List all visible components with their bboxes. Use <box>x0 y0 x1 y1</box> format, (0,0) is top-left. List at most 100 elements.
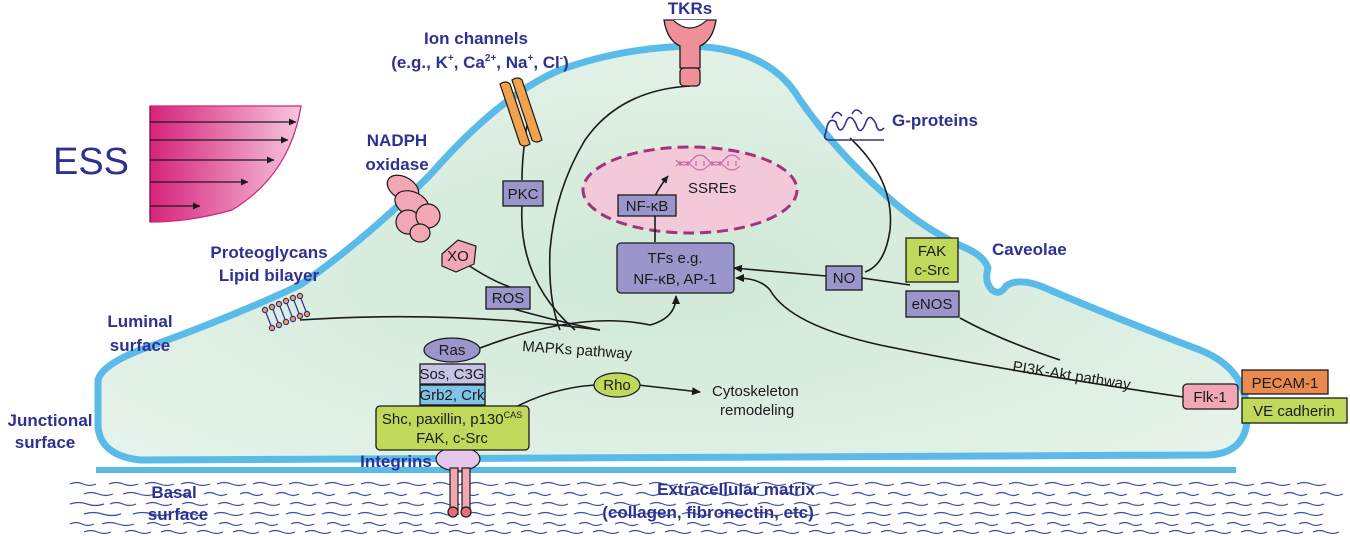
ecm-fiber <box>861 511 892 517</box>
tfs-label-line1: TFs e.g. <box>647 250 702 267</box>
ras-oval: Ras <box>423 337 481 363</box>
ecm-fiber <box>520 529 548 535</box>
ecm-fiber <box>969 511 1000 517</box>
ecm-fiber <box>396 481 427 487</box>
junctional-label-line2: surface <box>15 433 75 452</box>
ecm-fiber <box>1319 491 1344 497</box>
cytoskeleton-label-line2: remodeling <box>720 402 794 419</box>
ecm-fiber <box>83 529 112 535</box>
ecm-fiber <box>145 501 173 507</box>
ecm-fiber <box>592 529 620 535</box>
ecm-fiber <box>501 511 532 517</box>
ecm-fiber <box>645 511 676 517</box>
extracellular-matrix-fibers <box>69 481 1344 535</box>
dna-icon <box>675 154 741 171</box>
ecm-fiber <box>1298 521 1323 527</box>
rho-label: Rho <box>603 377 631 394</box>
ecm-fiber <box>973 501 1001 507</box>
ecm-fiber <box>613 501 641 507</box>
ecm-fiber <box>578 521 603 527</box>
ecm-fiber <box>1149 511 1180 517</box>
ecm-fiber <box>69 521 95 527</box>
ecm-fiber <box>792 481 823 487</box>
ecm-fiber <box>69 501 105 507</box>
nfkb-nuclear-box: NF-κB <box>617 194 677 217</box>
ecm-fiber <box>1262 521 1287 527</box>
ecm-fiber <box>717 511 748 517</box>
ecm-fiber <box>1080 481 1111 487</box>
nadph-oxidase <box>386 174 441 243</box>
ecm-fiber <box>1031 491 1056 497</box>
tfs-label-line2: NF-κB, AP-1 <box>633 271 716 288</box>
ecm-fiber <box>1096 529 1124 535</box>
ecm-fiber <box>1257 511 1288 517</box>
ecm-fiber <box>1024 529 1052 535</box>
ecm-fiber <box>1283 491 1308 497</box>
ecm-fiber <box>671 491 696 497</box>
csrc-label: c-Src <box>915 262 950 279</box>
ecm-fiber <box>865 501 893 507</box>
ecm-fiber <box>1116 481 1147 487</box>
ecm-fiber <box>541 501 569 507</box>
ecm-fiber <box>758 521 783 527</box>
ecm-fiber <box>1060 529 1088 535</box>
ecm-fiber <box>527 491 552 497</box>
ecm-fiber <box>196 529 224 535</box>
ecm-fiber <box>167 491 192 497</box>
ecm-fiber <box>109 501 137 507</box>
ecm-fiber <box>203 491 228 497</box>
ecm-fiber <box>1296 481 1327 487</box>
integrins-label: Integrins <box>360 452 432 471</box>
ecm-fiber <box>419 491 444 497</box>
ecm-fiber <box>122 491 156 497</box>
ecm-fiber <box>577 501 605 507</box>
ecm-fiber <box>470 521 495 527</box>
flk1-box: Flk-1 <box>1182 383 1239 410</box>
ion-channels-detail: (e.g., K+, Ca2+, Na+, Cl-) <box>391 53 569 72</box>
proteoglycans-label: Proteoglycans <box>210 243 327 262</box>
ecm-fiber <box>268 529 296 535</box>
pkc-box: PKC <box>502 180 544 207</box>
ecm-fiber <box>506 521 531 527</box>
ecm-fiber <box>556 529 584 535</box>
ecm-fiber <box>1189 501 1217 507</box>
ecm-fiber <box>239 491 264 497</box>
ecm-fiber <box>720 481 751 487</box>
ecm-fiber <box>1261 501 1289 507</box>
g-protein-receptor <box>823 109 885 141</box>
ecm-fiber <box>972 481 1003 487</box>
flk1-label: Flk-1 <box>1193 389 1226 406</box>
ecm-fiber <box>124 529 152 535</box>
luminal-label-line1: Luminal <box>107 312 172 331</box>
ecm-fiber <box>828 481 859 487</box>
pecam-label: PECAM-1 <box>1252 375 1319 392</box>
ecm-fiber <box>664 529 692 535</box>
ecm-fiber <box>1010 521 1035 527</box>
ecm-fiber <box>1168 529 1196 535</box>
nadph-label-line1: NADPH <box>367 131 427 150</box>
ecm-fiber <box>794 521 819 527</box>
junctional-label-line1: Junctional <box>7 411 92 430</box>
lipid-bilayer-label: Lipid bilayer <box>219 266 320 285</box>
ecm-fiber <box>756 481 787 487</box>
ras-label: Ras <box>439 342 466 359</box>
ecm-fiber <box>252 481 283 487</box>
ecm-fiber <box>448 529 476 535</box>
ecm-fiber <box>1082 521 1107 527</box>
luminal-label-line2: surface <box>110 336 170 355</box>
ecm-fiber <box>290 521 315 527</box>
ecm-fiber <box>398 521 423 527</box>
integrin-receptor <box>435 446 481 518</box>
fak-csrc-box: FAK c-Src <box>905 237 959 283</box>
ecm-fiber <box>83 491 114 497</box>
ecm-fiber <box>1226 521 1251 527</box>
ecm-fiber <box>108 481 139 487</box>
shc-label-line1: Shc, paxillin, p130CAS <box>382 410 522 428</box>
ecm-fiber <box>132 511 172 517</box>
ecm-fiber <box>1175 491 1200 497</box>
ecm-fiber <box>393 511 424 517</box>
ecm-fiber <box>1185 511 1216 517</box>
ecm-fiber <box>146 521 171 527</box>
ecm-fiber <box>254 521 279 527</box>
xo-hexagon: XO <box>441 239 477 273</box>
